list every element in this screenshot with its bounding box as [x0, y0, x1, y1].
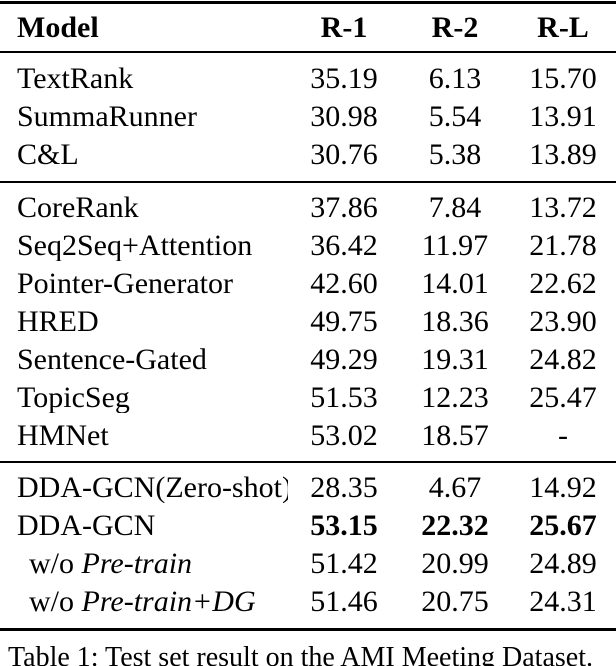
- value-rl: 13.89: [529, 138, 597, 171]
- value-r2: 12.23: [421, 381, 489, 414]
- value-r2: 5.54: [428, 100, 482, 133]
- value-rl: 25.67: [529, 509, 597, 542]
- table-row: w/o Pre-train 51.42 20.99 24.89: [0, 545, 616, 583]
- value-r1: 37.86: [310, 191, 378, 224]
- model-name: Pointer-Generator: [17, 269, 233, 299]
- value-r1: 51.53: [310, 381, 378, 414]
- value-rl: 24.31: [529, 585, 597, 618]
- value-rl: 24.82: [529, 343, 597, 376]
- table-section: TextRank 35.19 6.13 15.70 SummaRunner 30.98 5.…: [0, 53, 616, 181]
- value-r1: 30.76: [310, 138, 378, 171]
- value-r1: 36.42: [310, 229, 378, 262]
- table-row: Seq2Seq+Attention 36.42 11.97 21.78: [0, 227, 616, 265]
- model-name: w/o Pre-train: [29, 549, 193, 579]
- table-row: Pointer-Generator 42.60 14.01 22.62: [0, 265, 616, 303]
- table-row: HMNet 53.02 18.57 -: [0, 417, 616, 455]
- table-row: DDA-GCN(Zero-shot) 28.35 4.67 14.92: [0, 469, 616, 507]
- value-r2: 22.32: [421, 509, 489, 542]
- value-rl: 24.89: [529, 547, 597, 580]
- value-r2: 20.99: [421, 547, 489, 580]
- table-row: Sentence-Gated 49.29 19.31 24.82: [0, 341, 616, 379]
- table-row: TopicSeg 51.53 12.23 25.47: [0, 379, 616, 417]
- value-r1: 49.29: [310, 343, 378, 376]
- header-row: Model R-1 R-2 R-L: [0, 4, 616, 51]
- model-name: Sentence-Gated: [17, 345, 207, 375]
- value-r1: 51.46: [310, 585, 378, 618]
- column-header-r1: R-1: [320, 10, 368, 44]
- table-section: DDA-GCN(Zero-shot) 28.35 4.67 14.92 DDA-GCN 5…: [0, 463, 616, 628]
- value-r2: 14.01: [421, 267, 489, 300]
- model-name: TopicSeg: [17, 383, 130, 413]
- value-r1: 42.60: [310, 267, 378, 300]
- model-name: HRED: [17, 307, 99, 337]
- value-rl: 13.91: [529, 100, 597, 133]
- value-r2: 19.31: [421, 343, 489, 376]
- value-r2: 6.13: [428, 62, 482, 95]
- model-name: Seq2Seq+Attention: [17, 231, 253, 261]
- table-caption: Table 1: Test set result on the AMI Meet…: [8, 643, 593, 666]
- value-r2: 7.84: [428, 191, 482, 224]
- table-row: HRED 49.75 18.36 23.90: [0, 303, 616, 341]
- value-rl: 22.62: [529, 267, 597, 300]
- model-name: HMNet: [17, 421, 109, 451]
- model-name: TextRank: [17, 64, 134, 94]
- value-rl: 13.72: [529, 191, 597, 224]
- value-r2: 20.75: [421, 585, 489, 618]
- model-name: DDA-GCN: [17, 511, 156, 541]
- value-rl: 15.70: [529, 62, 597, 95]
- section-rule: [0, 461, 616, 463]
- model-name: DDA-GCN(Zero-shot): [17, 473, 288, 503]
- value-r1: 28.35: [310, 471, 378, 504]
- model-name-italic-part: Pre-train: [81, 549, 193, 579]
- model-name: w/o Pre-train+DG: [29, 587, 256, 617]
- value-rl: 14.92: [529, 471, 597, 504]
- column-header-rl: R-L: [537, 10, 589, 44]
- top-rule: [0, 1, 616, 4]
- value-r1: 51.42: [310, 547, 378, 580]
- model-name: CoreRank: [17, 193, 139, 223]
- value-r1: 49.75: [310, 305, 378, 338]
- model-name-italic-part: Pre-train+DG: [81, 587, 256, 617]
- section-rule: [0, 181, 616, 183]
- value-r2: 11.97: [421, 229, 489, 262]
- table-row: DDA-GCN 53.15 22.32 25.67: [0, 507, 616, 545]
- table-row: SummaRunner 30.98 5.54 13.91: [0, 98, 616, 136]
- value-r2: 18.36: [421, 305, 489, 338]
- model-name: C&L: [17, 140, 79, 170]
- column-header-r2: R-2: [431, 10, 479, 44]
- value-rl: 25.47: [529, 381, 597, 414]
- table-row: CoreRank 37.86 7.84 13.72: [0, 189, 616, 227]
- table-row: TextRank 35.19 6.13 15.70: [0, 60, 616, 98]
- table-row: w/o Pre-train+DG 51.46 20.75 24.31: [0, 583, 616, 621]
- table-body: TextRank 35.19 6.13 15.70 SummaRunner 30.98 5.…: [0, 53, 616, 628]
- header-rule: [0, 51, 616, 53]
- value-r1: 30.98: [310, 100, 378, 133]
- value-r2: 5.38: [428, 138, 482, 171]
- value-r2: 18.57: [421, 419, 489, 452]
- value-r1: 53.02: [310, 419, 378, 452]
- value-r2: 4.67: [428, 471, 482, 504]
- value-rl: 23.90: [529, 305, 597, 338]
- model-name: SummaRunner: [17, 102, 197, 132]
- bottom-rule: [0, 628, 616, 631]
- value-r1: 35.19: [310, 62, 378, 95]
- column-header-model: Model: [17, 12, 99, 43]
- value-rl: -: [558, 419, 568, 452]
- value-rl: 21.78: [529, 229, 597, 262]
- table-row: C&L 30.76 5.38 13.89: [0, 136, 616, 174]
- value-r1: 53.15: [310, 509, 378, 542]
- table-section: CoreRank 37.86 7.84 13.72 Seq2Seq+Attention 3…: [0, 183, 616, 461]
